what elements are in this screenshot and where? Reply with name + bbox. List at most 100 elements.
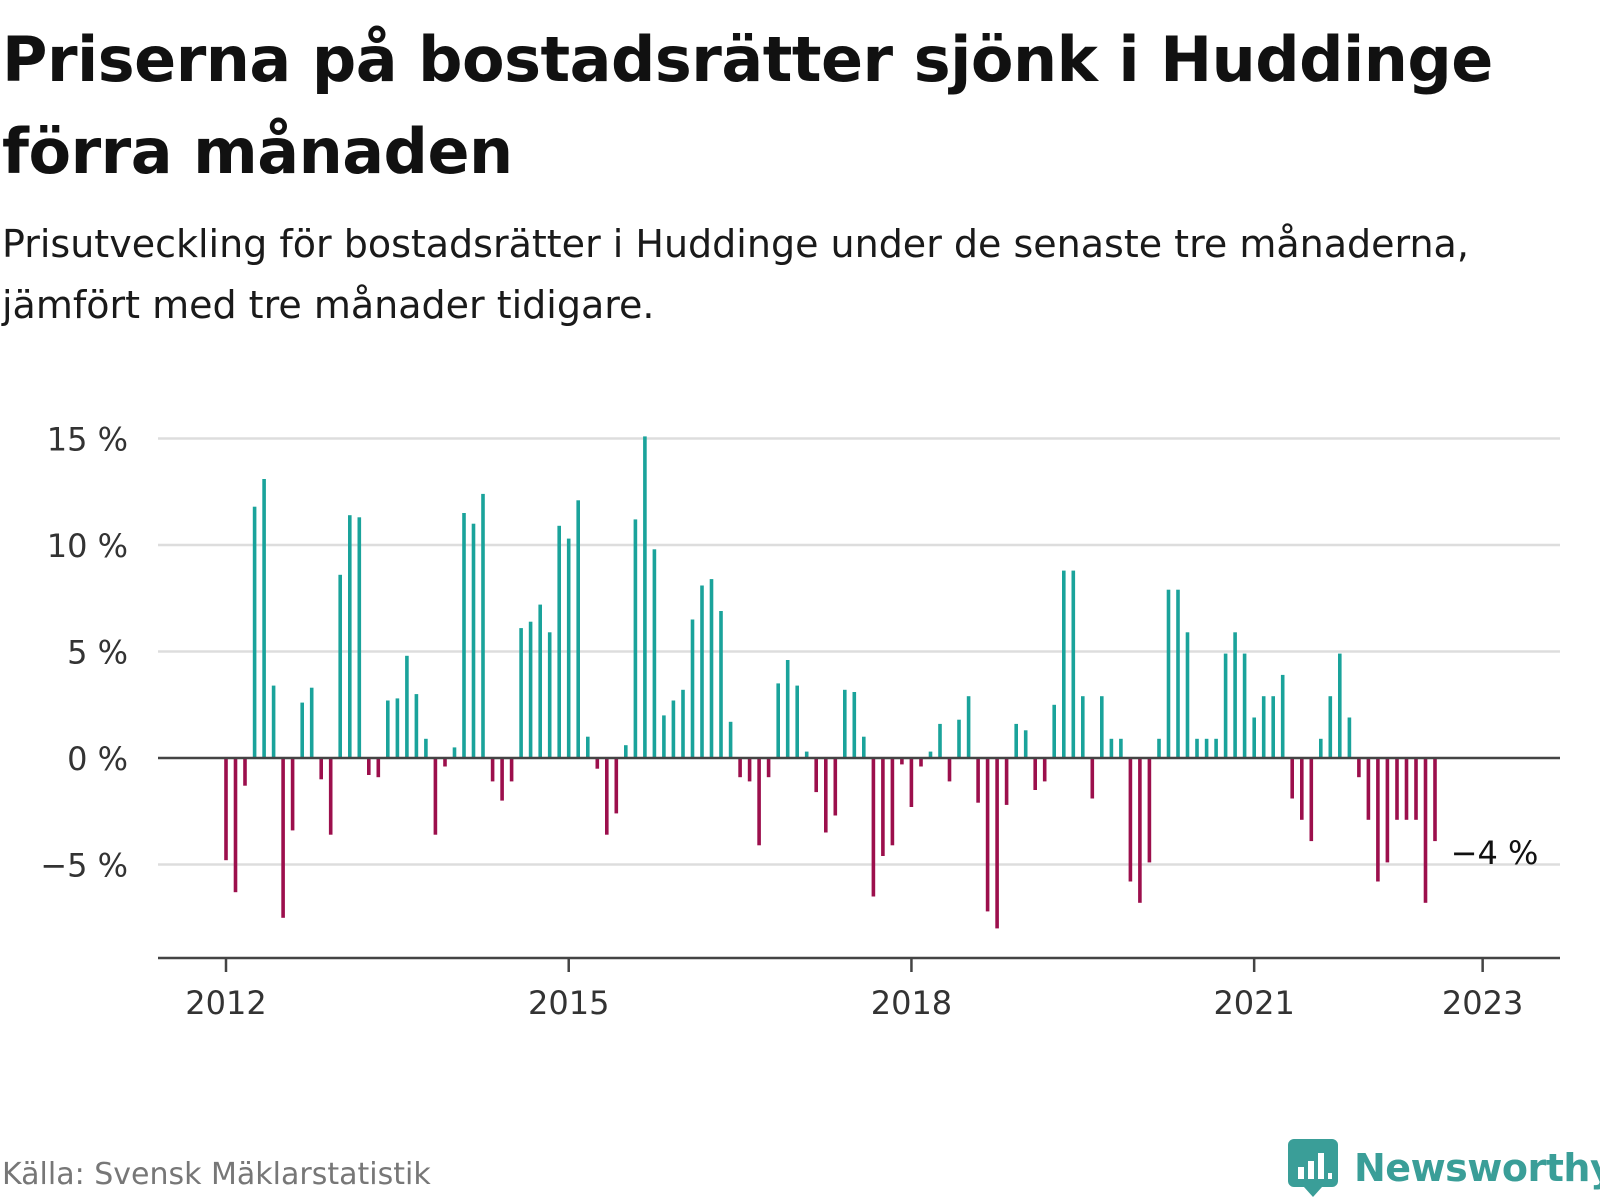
y-axis-labels: 15 % 10 % 5 % 0 % −5 % xyxy=(40,421,128,885)
bar-positive xyxy=(1119,738,1123,758)
bar-positive xyxy=(452,747,457,759)
bar-negative xyxy=(1376,758,1380,882)
bar-negative xyxy=(766,758,771,778)
bar-negative xyxy=(1300,758,1304,820)
chart-subtitle: Prisutveckling för bostadsrätter i Huddi… xyxy=(2,222,1469,327)
bar-negative xyxy=(1357,758,1361,778)
bar-negative xyxy=(1004,758,1009,805)
bar-positive xyxy=(252,506,257,758)
bar-positive xyxy=(262,479,266,758)
bar-positive xyxy=(957,719,961,758)
bar-positive xyxy=(462,513,466,758)
bar-positive xyxy=(1252,717,1256,758)
brand-logo: Newsworthy xyxy=(1288,1139,1600,1197)
bar-negative xyxy=(747,758,752,782)
bar-positive xyxy=(804,751,809,758)
y-tick-label: 10 % xyxy=(47,527,128,565)
bar-negative xyxy=(1309,758,1314,842)
bar-negative xyxy=(890,758,895,846)
bar-positive xyxy=(862,736,866,758)
bar-negative xyxy=(290,758,295,831)
bar-positive xyxy=(348,515,352,758)
bar-positive xyxy=(928,751,933,758)
bar-negative xyxy=(1147,758,1152,863)
y-tick-label: −5 % xyxy=(40,847,128,885)
bar-negative xyxy=(1395,758,1399,820)
bar-negative xyxy=(224,758,228,861)
bar-positive xyxy=(309,687,314,758)
bar-negative xyxy=(833,758,838,816)
bar-negative xyxy=(824,758,828,833)
bar-negative xyxy=(738,758,742,778)
bar-negative xyxy=(1433,758,1437,842)
bar-negative xyxy=(1042,758,1047,782)
bar-positive xyxy=(1223,653,1228,758)
bar-positive xyxy=(538,604,542,758)
bar-positive xyxy=(843,689,847,758)
bar-negative xyxy=(881,758,885,856)
bar-negative xyxy=(1423,758,1428,903)
bar-negative xyxy=(1290,758,1294,799)
bar-positive xyxy=(690,619,695,758)
bar-negative xyxy=(1033,758,1037,790)
bar-negative xyxy=(1090,758,1095,799)
gridlines xyxy=(158,437,1560,866)
bar-positive xyxy=(1109,738,1114,758)
value-annotation: −4 % xyxy=(1451,834,1539,872)
bar-negative xyxy=(281,758,285,918)
bar-negative xyxy=(995,758,999,929)
bar-negative xyxy=(757,758,761,846)
x-tick-label: 2021 xyxy=(1213,984,1294,1020)
bar-chart: 15 %10 %5 %0 %−5 % 2012 2015 2018 2021 2023 … xyxy=(40,421,1560,1020)
bar-positive xyxy=(709,579,714,758)
chart-bubble-icon xyxy=(1288,1139,1338,1197)
bar-positive xyxy=(1062,570,1066,758)
bar-negative xyxy=(1414,758,1418,820)
bar-positive xyxy=(966,696,971,758)
axes xyxy=(158,756,1560,972)
bar-positive xyxy=(1023,730,1028,758)
bar-negative xyxy=(976,758,980,803)
bar-positive xyxy=(671,700,676,758)
bar-positive xyxy=(1271,696,1275,758)
bar-positive xyxy=(1195,738,1199,758)
bar-negative xyxy=(319,758,323,780)
bar-positive xyxy=(1166,589,1171,758)
bar-positive xyxy=(557,525,561,758)
bar-positive xyxy=(1319,738,1323,758)
bar-negative xyxy=(909,758,914,807)
bar-positive xyxy=(633,519,638,758)
bar-positive xyxy=(776,683,780,758)
bar-positive xyxy=(386,700,390,758)
x-tick-label: 2023 xyxy=(1442,984,1523,1020)
bar-positive xyxy=(414,694,419,758)
bar-positive xyxy=(519,628,523,758)
bar-positive xyxy=(1261,696,1266,758)
bar-positive xyxy=(566,538,571,758)
bar-positive xyxy=(1347,717,1352,758)
bar-positive xyxy=(643,436,647,758)
bar-positive xyxy=(795,685,799,758)
x-axis-labels: 2012 2015 2018 2021 2023 xyxy=(185,984,1523,1020)
bar-negative xyxy=(947,758,952,782)
x-tick-label: 2012 xyxy=(185,984,266,1020)
bar-negative xyxy=(1385,758,1390,863)
bar-positive xyxy=(528,621,533,758)
bar-negative xyxy=(614,758,619,814)
bar-positive xyxy=(1204,738,1209,758)
bar-positive xyxy=(1185,632,1190,758)
bar-positive xyxy=(1328,696,1333,758)
bar-negative xyxy=(243,758,247,786)
bar-positive xyxy=(1014,723,1018,758)
annotations: −4 % xyxy=(1451,834,1539,872)
y-tick-label: 0 % xyxy=(67,740,128,778)
bar-positive xyxy=(652,549,657,758)
bar-negative xyxy=(367,758,371,775)
bar-positive xyxy=(395,698,400,758)
bar-negative xyxy=(1138,758,1142,903)
bar-negative xyxy=(1128,758,1133,882)
bar-negative xyxy=(233,758,238,893)
bar-negative xyxy=(509,758,514,782)
y-tick-label: 5 % xyxy=(67,634,128,672)
bar-positive xyxy=(719,611,723,758)
